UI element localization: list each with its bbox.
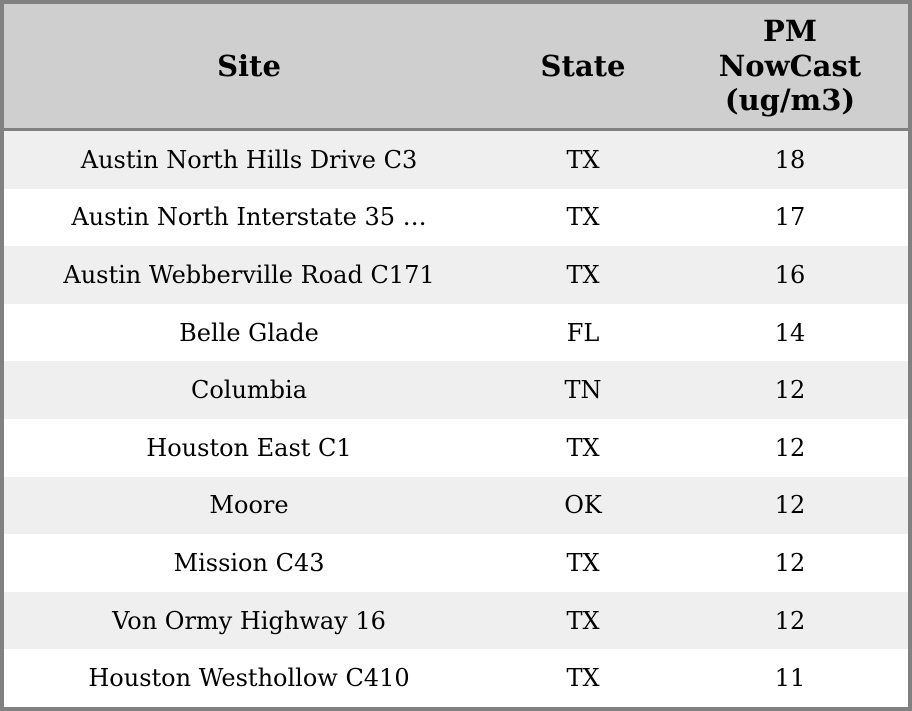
table-row: Austin Webberville Road C171 TX 16: [4, 246, 908, 304]
column-header-pm-nowcast: PM NowCast (ug/m3): [718, 13, 862, 118]
pm-value-cell: 18: [774, 145, 806, 174]
table-header-row: Site State PM NowCast (ug/m3): [4, 4, 908, 131]
pm-value-cell: 17: [774, 203, 806, 232]
table-row: Austin North Hills Drive C3 TX 18: [4, 131, 908, 189]
site-cell: Mission C43: [173, 548, 325, 577]
table-row: Von Ormy Highway 16 TX 12: [4, 591, 908, 650]
pm-value-cell: 16: [774, 260, 806, 289]
site-cell: Austin North Interstate 35 …: [71, 203, 427, 232]
table-row: Austin North Interstate 35 … TX 17: [4, 188, 908, 247]
state-cell: TX: [566, 664, 600, 693]
site-cell: Columbia: [190, 376, 308, 405]
site-cell: Von Ormy Highway 16: [112, 606, 386, 635]
table-row: Columbia TN 12: [4, 361, 908, 419]
column-header-site: Site: [217, 48, 281, 83]
site-cell: Austin North Hills Drive C3: [80, 145, 418, 174]
state-cell: FL: [566, 318, 600, 347]
state-cell: OK: [564, 491, 602, 520]
site-cell: Moore: [209, 491, 289, 520]
state-cell: TX: [566, 203, 600, 232]
column-header-state: State: [540, 48, 626, 83]
pm-value-cell: 12: [774, 491, 806, 520]
table-row: Moore OK 12: [4, 476, 908, 535]
pm-value-cell: 12: [774, 606, 806, 635]
site-cell: Houston Westhollow C410: [88, 664, 410, 693]
site-cell: Austin Webberville Road C171: [63, 260, 435, 289]
state-cell: TN: [564, 376, 602, 405]
state-cell: TX: [566, 548, 600, 577]
table-row: Mission C43 TX 12: [4, 534, 908, 592]
pm-value-cell: 14: [774, 318, 806, 347]
pm-value-cell: 12: [774, 433, 806, 462]
table-body: Austin North Hills Drive C3 TX 18 Austin…: [4, 131, 908, 707]
state-cell: TX: [566, 260, 600, 289]
site-cell: Houston East C1: [146, 433, 352, 462]
pm-value-cell: 11: [774, 664, 806, 693]
table-row: Houston East C1 TX 12: [4, 418, 908, 477]
state-cell: TX: [566, 606, 600, 635]
state-cell: TX: [566, 145, 600, 174]
site-cell: Belle Glade: [179, 318, 319, 347]
state-cell: TX: [566, 433, 600, 462]
pm-value-cell: 12: [774, 548, 806, 577]
pm-value-cell: 12: [774, 376, 806, 405]
table-row: Belle Glade FL 14: [4, 303, 908, 362]
table-row: Houston Westhollow C410 TX 11: [4, 649, 908, 707]
